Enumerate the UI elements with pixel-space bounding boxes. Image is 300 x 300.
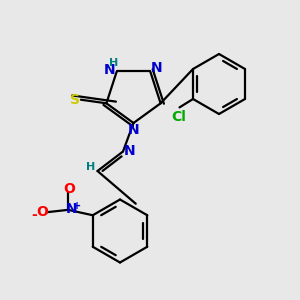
Text: Cl: Cl [172,110,186,124]
Text: N: N [128,123,139,136]
Text: +: + [73,201,81,211]
Text: H: H [86,162,95,172]
Text: O: O [36,205,48,219]
Text: S: S [70,93,80,107]
Text: H: H [109,58,119,68]
Text: N: N [103,63,115,77]
Text: N: N [124,144,135,158]
Text: -: - [31,208,37,222]
Text: N: N [150,61,162,75]
Text: N: N [65,202,77,216]
Text: O: O [63,182,75,197]
